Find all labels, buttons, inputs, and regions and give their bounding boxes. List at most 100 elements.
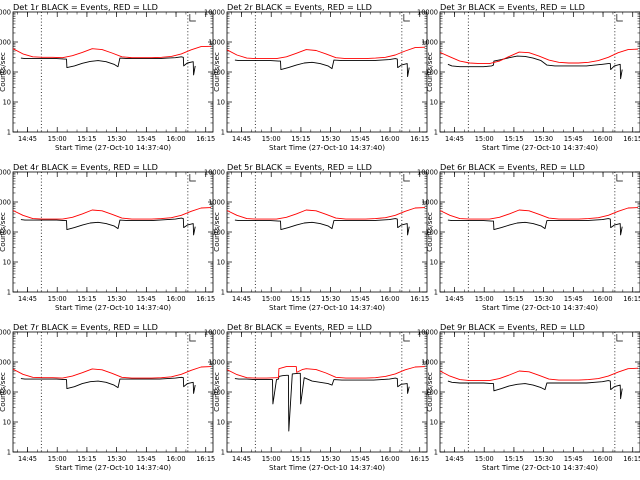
panel-det-4: Det 4r BLACK = Events, RED = LLD 1 10 100 10… <box>0 162 215 312</box>
events-series-line <box>447 55 623 80</box>
y-axis-label: Counts/sec <box>212 212 221 252</box>
x-tick-label: 15:45 <box>564 135 583 143</box>
bracket-marker <box>189 14 196 22</box>
plot-frame <box>12 11 214 133</box>
y-tick-label: 100 <box>212 68 225 76</box>
bracket-marker <box>403 174 410 182</box>
y-tick-label: 1 <box>7 128 11 136</box>
x-tick-label: 15:15 <box>291 455 310 463</box>
x-tick-label: 15:30 <box>107 295 126 303</box>
lld-series-line <box>439 367 639 382</box>
x-tick-label: 15:00 <box>475 455 494 463</box>
x-tick-label: 15:00 <box>48 455 67 463</box>
plot-frame <box>226 171 428 293</box>
x-tick-label: 15:30 <box>107 455 126 463</box>
y-tick-label: 10 <box>430 418 438 426</box>
plot-frame <box>226 331 428 453</box>
panel-det-8: Det 8r BLACK = Events, RED = LLD 1 10 100 10… <box>204 322 429 472</box>
events-series-line <box>447 380 623 400</box>
y-tick-label: 10000 <box>204 8 225 16</box>
events-series-line <box>234 58 410 78</box>
x-tick-label: 15:45 <box>137 135 156 143</box>
y-tick-label: 10 <box>3 258 11 266</box>
bracket-marker <box>616 174 623 182</box>
panel-title: Det 7r BLACK = Events, RED = LLD <box>13 322 158 332</box>
plot-frame <box>12 171 214 293</box>
x-tick-label: 15:30 <box>534 455 553 463</box>
bracket-marker <box>189 334 196 342</box>
x-tick-label: 15:30 <box>534 295 553 303</box>
y-tick-label: 10000 <box>417 168 438 176</box>
x-tick-label: 15:15 <box>77 455 96 463</box>
x-tick-label: 16:15 <box>196 135 215 143</box>
x-axis-label: Start Time (27-Oct-10 14:37:40) <box>482 463 598 472</box>
y-tick-label: 1 <box>7 288 11 296</box>
y-axis-label: Counts/sec <box>0 52 7 92</box>
y-tick-label: 10 <box>217 418 225 426</box>
lld-series-line <box>226 366 426 379</box>
x-tick-label: 14:45 <box>232 295 251 303</box>
x-tick-label: 16:15 <box>196 295 215 303</box>
x-tick-label: 16:00 <box>594 295 613 303</box>
plot-frame <box>12 331 214 453</box>
x-tick-label: 15:15 <box>77 295 96 303</box>
x-tick-label: 16:00 <box>594 455 613 463</box>
y-tick-label: 10 <box>217 258 225 266</box>
x-axis-label: Start Time (27-Oct-10 14:37:40) <box>269 463 385 472</box>
panel-det-6: Det 6r BLACK = Events, RED = LLD 1 10 100 10… <box>417 162 640 312</box>
bracket-marker <box>616 334 623 342</box>
bracket-marker <box>189 174 196 182</box>
x-tick-label: 15:45 <box>564 455 583 463</box>
panel-title: Det 8r BLACK = Events, RED = LLD <box>227 322 372 332</box>
y-tick-label: 1 <box>7 448 11 456</box>
panel-det-2: Det 2r BLACK = Events, RED = LLD 1 10 100 10… <box>204 2 429 152</box>
x-tick-label: 15:15 <box>77 135 96 143</box>
y-axis-label: Counts/sec <box>212 52 221 92</box>
x-tick-label: 14:45 <box>18 455 37 463</box>
y-tick-label: 10 <box>3 98 11 106</box>
y-tick-label: 1000 <box>208 38 225 46</box>
x-tick-label: 14:45 <box>232 455 251 463</box>
x-tick-label: 15:45 <box>351 295 370 303</box>
x-tick-label: 15:15 <box>504 295 523 303</box>
lld-series-line <box>226 207 426 220</box>
y-tick-label: 10000 <box>0 168 11 176</box>
x-tick-label: 14:45 <box>445 295 464 303</box>
y-tick-label: 1 <box>221 448 225 456</box>
x-tick-label: 15:15 <box>291 135 310 143</box>
x-tick-label: 16:00 <box>381 295 400 303</box>
plot-frame <box>439 331 640 453</box>
events-series-line <box>234 372 410 432</box>
x-tick-label: 15:30 <box>321 135 340 143</box>
x-tick-label: 16:00 <box>167 295 186 303</box>
y-tick-label: 100 <box>425 228 438 236</box>
panel-title: Det 3r BLACK = Events, RED = LLD <box>440 2 585 12</box>
x-axis-label: Start Time (27-Oct-10 14:37:40) <box>482 143 598 152</box>
x-tick-label: 15:00 <box>48 295 67 303</box>
y-tick-label: 1 <box>221 288 225 296</box>
panel-title: Det 6r BLACK = Events, RED = LLD <box>440 162 585 172</box>
y-axis-label: Counts/sec <box>425 52 434 92</box>
x-tick-label: 15:15 <box>504 135 523 143</box>
y-tick-label: 10 <box>3 418 11 426</box>
x-tick-label: 15:00 <box>48 135 67 143</box>
lld-series-line <box>439 207 639 220</box>
x-tick-label: 16:00 <box>167 455 186 463</box>
x-tick-label: 16:00 <box>167 135 186 143</box>
lld-series-line <box>12 45 212 59</box>
x-tick-label: 15:30 <box>107 135 126 143</box>
x-tick-label: 16:15 <box>623 455 640 463</box>
events-series-line <box>234 218 410 236</box>
x-tick-label: 15:45 <box>137 455 156 463</box>
panel-title: Det 4r BLACK = Events, RED = LLD <box>13 162 158 172</box>
panel-det-3: Det 3r BLACK = Events, RED = LLD 1 10 100 10… <box>417 2 640 152</box>
y-tick-label: 100 <box>425 388 438 396</box>
y-tick-label: 1000 <box>0 358 11 366</box>
x-axis-label: Start Time (27-Oct-10 14:37:40) <box>269 303 385 312</box>
x-tick-label: 14:45 <box>232 135 251 143</box>
x-tick-label: 15:30 <box>321 295 340 303</box>
y-tick-label: 10000 <box>0 328 11 336</box>
y-tick-label: 1000 <box>208 358 225 366</box>
panel-title: Det 1r BLACK = Events, RED = LLD <box>13 2 158 12</box>
